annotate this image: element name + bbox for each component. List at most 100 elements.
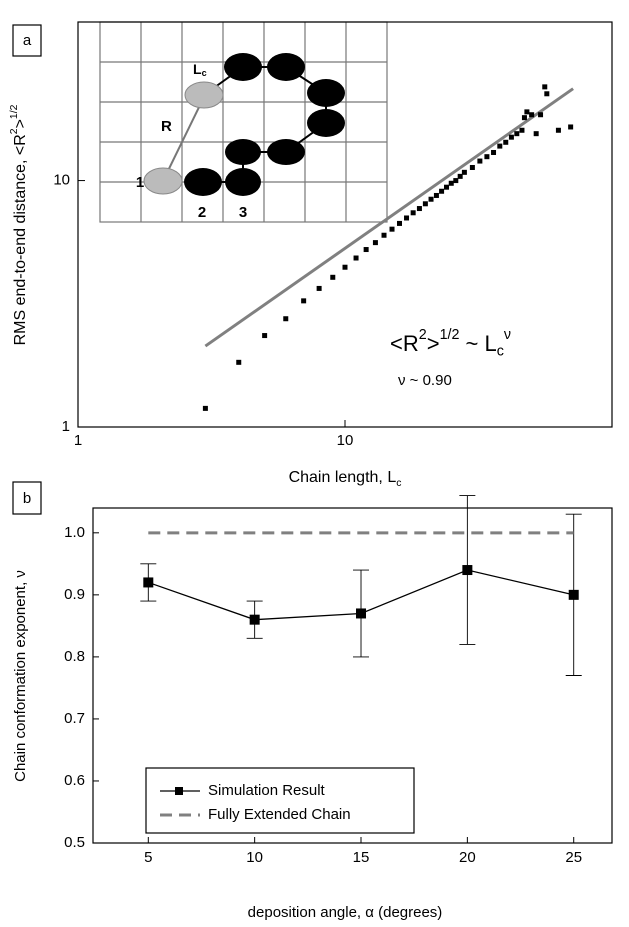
data-point: [422, 201, 428, 207]
data-point: [301, 298, 307, 304]
data-point: [503, 139, 509, 145]
marker: [356, 608, 367, 619]
marker: [462, 565, 473, 576]
data-point: [461, 169, 467, 175]
panel-label: a: [23, 32, 32, 49]
bead: [225, 168, 261, 196]
y-axis-label: RMS end-to-end distance, <R2>1/2: [9, 104, 30, 345]
inset-bead-label: 1: [136, 174, 144, 191]
x-tick-label: 15: [353, 849, 370, 866]
data-point: [416, 206, 422, 212]
annotation-part: 2: [419, 327, 427, 343]
x-axis-label-part: c: [396, 478, 401, 489]
marker: [249, 614, 260, 625]
data-point: [433, 192, 439, 198]
annotation-part: ν: [504, 327, 511, 343]
data-point: [457, 173, 463, 179]
inset-lc-label-part: L: [193, 61, 202, 77]
x-axis-label: Chain length, Lc: [289, 469, 402, 488]
data-point: [555, 127, 561, 133]
y-tick-label: 1: [62, 418, 70, 435]
data-point: [404, 215, 410, 221]
data-point: [444, 184, 450, 190]
bead: [184, 168, 222, 196]
data-point: [283, 316, 289, 322]
bead: [267, 139, 305, 165]
distance-arrow: [162, 98, 204, 182]
fit-line: [204, 87, 574, 348]
data-point: [202, 405, 208, 411]
bead: [307, 109, 345, 137]
data-point: [542, 84, 548, 90]
y-tick-label: 0.8: [64, 648, 85, 665]
plot-frame: [92, 507, 613, 844]
annotation: ν ~ 0.90: [398, 372, 452, 389]
annotation-part: ~ L: [459, 331, 496, 356]
data-point: [519, 127, 525, 133]
x-tick-label: 25: [565, 849, 582, 866]
data-point: [372, 240, 378, 246]
data-point: [439, 188, 445, 194]
data-point: [514, 131, 520, 137]
data-point: [521, 115, 527, 121]
legend-box: [145, 767, 415, 834]
x-axis-label-part: Chain length, L: [289, 469, 397, 486]
legend-marker: [175, 787, 183, 795]
y-axis-label-part: RMS end-to-end distance, <R: [12, 134, 29, 345]
data-point: [524, 109, 530, 115]
data-point: [236, 359, 242, 365]
data-point: [410, 210, 416, 216]
bead: [225, 139, 261, 165]
annotation-part: c: [497, 343, 504, 359]
data-point: [529, 112, 535, 118]
data-point: [497, 143, 503, 149]
inset-bead-label: 2: [198, 204, 206, 221]
inset-r-label: R: [161, 118, 172, 135]
panel-label-box: [12, 481, 42, 515]
bead: [224, 53, 262, 81]
data-point: [397, 220, 403, 226]
x-tick-label: 1: [74, 432, 82, 449]
y-axis-label: Chain conformation exponent, ν: [12, 570, 29, 782]
data-point: [428, 196, 434, 202]
data-point: [353, 255, 359, 261]
data-point: [538, 112, 544, 118]
bead: [307, 79, 345, 107]
data-point: [453, 178, 459, 184]
x-tick-label: 5: [144, 849, 152, 866]
data-point: [484, 154, 490, 160]
data-point: [330, 274, 336, 280]
data-point: [342, 264, 348, 270]
panel-label-box: [12, 24, 42, 57]
data-point: [262, 333, 268, 339]
data-point: [381, 232, 387, 238]
data-point: [533, 131, 539, 137]
y-axis-label-part: 1/2: [9, 104, 20, 119]
marker: [143, 577, 154, 588]
x-tick-label: 20: [459, 849, 476, 866]
data-point: [389, 226, 395, 232]
data-point: [544, 91, 550, 97]
data-point: [316, 285, 322, 291]
y-tick-label: 0.7: [64, 710, 85, 727]
annotation-part: 1/2: [440, 327, 460, 343]
panel-label: b: [23, 490, 31, 507]
annotation-part: >: [427, 331, 440, 356]
inset-lc-label: Lc: [193, 61, 207, 79]
data-point: [491, 149, 497, 155]
bead-start: [143, 167, 183, 195]
y-tick-label: 10: [53, 172, 70, 189]
data-point: [469, 164, 475, 170]
data-point: [477, 158, 483, 164]
y-tick-label: 0.9: [64, 586, 85, 603]
y-tick-label: 1.0: [64, 524, 85, 541]
inset: [99, 21, 388, 223]
y-axis-label-part: 2: [9, 128, 20, 134]
legend-label: Fully Extended Chain: [208, 806, 351, 823]
x-axis-label: deposition angle, α (degrees): [248, 904, 443, 921]
bead-end: [184, 81, 224, 109]
y-tick-label: 0.5: [64, 834, 85, 851]
y-axis-label-part: >: [12, 119, 29, 128]
